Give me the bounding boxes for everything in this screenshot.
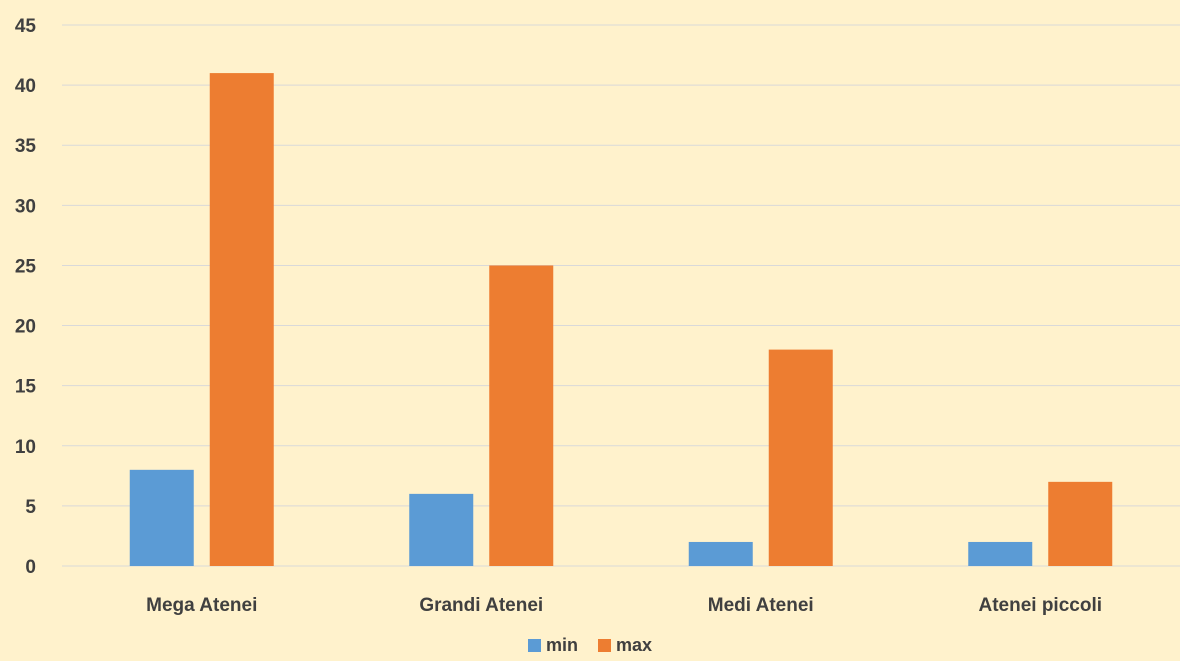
- bar-max-1: [489, 265, 554, 566]
- y-axis-tick-labels: 0 5 10 15 20 25 30 35 40 45: [15, 16, 37, 578]
- y-tick-label: 0: [25, 557, 36, 578]
- y-tick-label: 35: [15, 136, 37, 157]
- bar-min-2: [688, 541, 753, 566]
- bar-max-3: [1048, 481, 1113, 566]
- bar-max-0: [209, 73, 274, 566]
- x-axis-category-labels: Mega Atenei Grandi Atenei Medi Atenei Atene…: [146, 595, 1102, 616]
- bar-min-3: [968, 541, 1033, 566]
- legend-label-max: max: [616, 635, 652, 655]
- y-tick-label: 5: [25, 497, 36, 518]
- x-category-label: Mega Atenei: [146, 595, 257, 616]
- bar-min-0: [129, 469, 194, 566]
- y-tick-label: 15: [15, 377, 37, 398]
- y-tick-label: 40: [15, 76, 36, 97]
- x-category-label: Medi Atenei: [708, 595, 814, 616]
- legend-swatch-max: [598, 639, 611, 652]
- bars: [129, 73, 1113, 566]
- legend: min max: [528, 635, 652, 655]
- y-tick-label: 25: [15, 256, 37, 277]
- legend-label-min: min: [546, 635, 578, 655]
- x-category-label: Atenei piccoli: [978, 595, 1102, 616]
- bar-min-1: [409, 493, 474, 566]
- bar-max-2: [768, 349, 833, 566]
- x-category-label: Grandi Atenei: [419, 595, 543, 616]
- y-tick-label: 30: [15, 196, 36, 217]
- y-tick-label: 45: [15, 16, 37, 37]
- y-tick-label: 10: [15, 437, 36, 458]
- legend-swatch-min: [528, 639, 541, 652]
- y-tick-label: 20: [15, 317, 36, 338]
